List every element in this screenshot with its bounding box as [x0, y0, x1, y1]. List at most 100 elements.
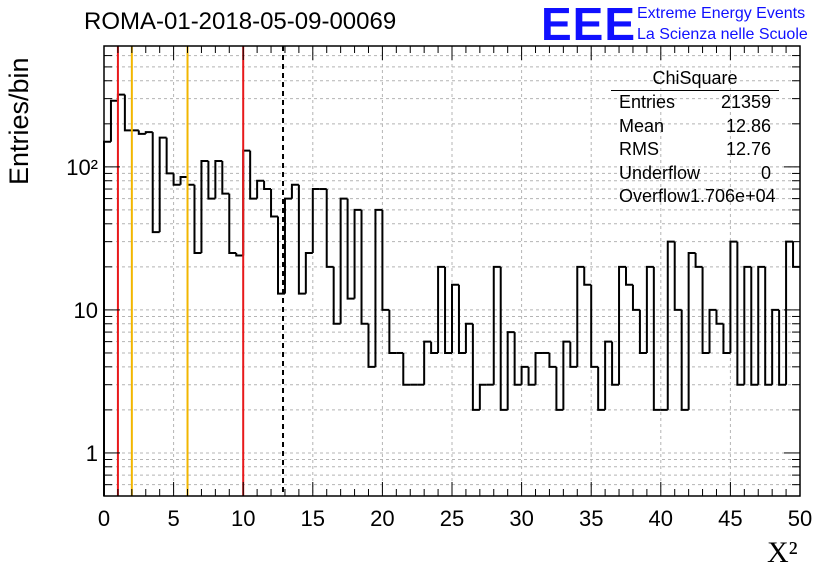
histogram-bin [290, 183, 299, 199]
histogram-bin [590, 284, 599, 368]
stats-row: RMS 12.76 [611, 138, 779, 162]
histogram-bin [144, 131, 153, 134]
histogram-bin [597, 366, 606, 411]
histogram-bin [611, 341, 620, 386]
histogram-bin [680, 309, 689, 411]
histogram-bin [506, 331, 515, 410]
histogram-bin [158, 136, 167, 233]
x-tick-label: 40 [649, 506, 673, 531]
x-tick-label: 5 [167, 506, 179, 531]
histogram-bin [729, 240, 738, 353]
x-tick-label: 25 [440, 506, 464, 531]
histogram-bin [687, 251, 696, 410]
histogram-bin [451, 283, 459, 353]
histogram-bin [423, 340, 432, 385]
stats-value: 21359 [720, 92, 771, 112]
stats-label: RMS [619, 139, 659, 159]
histogram-bin [353, 208, 362, 299]
y-tick-label: 10² [66, 155, 98, 180]
histogram-bin [221, 160, 230, 195]
stats-label: Underflow [619, 162, 701, 183]
histogram-bin [562, 340, 571, 410]
histogram-bin [527, 366, 536, 386]
histogram-bin [381, 209, 390, 311]
stats-row: Underflow 0 [611, 162, 779, 186]
histogram-bin [604, 340, 613, 410]
stats-label: Entries [619, 92, 676, 112]
histogram-bin [249, 150, 258, 200]
x-axis-label: X² [767, 536, 798, 569]
eee-logo: EEE [541, 0, 637, 50]
histogram-bin [179, 175, 188, 185]
histogram-bin [520, 365, 529, 385]
y-axis-label: Entries/bin [4, 57, 34, 185]
histogram-bin [778, 309, 787, 386]
histogram-bin [193, 184, 202, 254]
histogram-bin [645, 265, 654, 353]
x-tick-label: 0 [98, 506, 110, 531]
histogram-bin [339, 197, 348, 324]
histogram-bin [165, 137, 174, 175]
histogram-bin [785, 240, 794, 385]
histogram-bin [388, 309, 397, 354]
histogram-bin [478, 383, 487, 410]
histogram-bin [576, 265, 585, 367]
histogram-bin [618, 265, 626, 385]
histogram-bin [638, 309, 647, 354]
histogram-bin [263, 180, 272, 191]
histogram-bin [625, 266, 633, 286]
histogram-bin [757, 265, 766, 385]
x-tick-label: 20 [370, 506, 394, 531]
histogram-bin [534, 351, 543, 385]
histogram-bin [200, 159, 209, 253]
histogram-bin [694, 252, 703, 268]
histogram-bin [116, 93, 125, 101]
histogram-bin [332, 266, 341, 325]
y-tick-label: 1 [86, 441, 98, 466]
histogram-bin [736, 241, 745, 386]
histogram-bin [792, 241, 800, 268]
histogram-bars [103, 93, 800, 496]
histogram-bin [464, 322, 473, 353]
stats-label: Overflow [619, 186, 691, 206]
histogram-bin [270, 189, 278, 218]
histogram-bin [242, 149, 251, 256]
x-tick-label: 15 [301, 506, 325, 531]
histogram-bin [771, 308, 780, 385]
chart-title: ROMA-01-2018-05-09-00069 [84, 8, 397, 35]
reference-lines [116, 46, 285, 496]
histogram-bin [235, 252, 244, 257]
stats-label: Mean [619, 115, 665, 136]
stats-value: 1.706e+04 [690, 186, 776, 206]
histogram-bin [492, 265, 501, 385]
histogram-bin [652, 266, 661, 411]
stats-box: ChiSquare Entries 21359 Mean 12.86 RMS 12.7… [611, 66, 779, 209]
histogram-bin [673, 241, 682, 311]
tick-labels: 0 5 10 15 20 25 30 35 40 45 50 1 10 10² [66, 155, 812, 531]
histogram-bin [228, 193, 237, 254]
stats-value: 12.86 [725, 115, 771, 136]
stats-row: Mean 12.86 [611, 115, 779, 139]
histogram-bin [109, 99, 118, 142]
histogram-bin [750, 266, 759, 386]
axis-ticks [103, 45, 801, 497]
histogram-bin [631, 284, 640, 311]
logo-line-2: La Scienza nelle Scuole [637, 26, 808, 43]
histogram-bin [207, 160, 216, 200]
histogram-bin [172, 173, 181, 186]
x-tick-label: 45 [718, 506, 742, 531]
histogram-bin [583, 266, 592, 286]
histogram-bin [666, 240, 675, 410]
histogram-bin [103, 140, 111, 496]
histogram-bin [374, 208, 383, 367]
histogram-bin [764, 266, 773, 386]
stats-row: Entries 21359 [611, 91, 779, 115]
histogram-bin [499, 266, 508, 411]
histogram-bin [701, 266, 710, 354]
stats-box-title: ChiSquare [611, 66, 779, 91]
histogram-bin [715, 309, 724, 325]
histogram-bin [708, 308, 717, 353]
x-tick-label: 35 [579, 506, 603, 531]
histogram-bin [311, 188, 320, 253]
